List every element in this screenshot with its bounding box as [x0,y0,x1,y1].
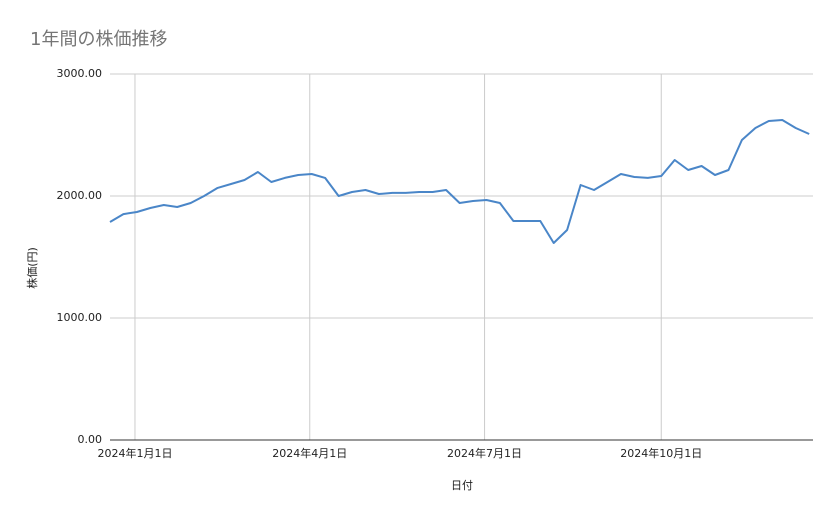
y-tick-label: 0.00 [78,433,103,446]
y-tick-label: 1000.00 [57,311,103,324]
chart-title: 1年間の株価推移 [30,29,167,50]
x-tick-label: 2024年10月1日 [620,446,702,460]
x-axis-title: 日付 [451,479,473,492]
y-tick-label: 2000.00 [57,189,103,202]
y-tick-label: 3000.00 [57,67,103,80]
x-tick-label: 2024年1月1日 [97,446,172,460]
data-line [109,119,810,244]
x-tick-label: 2024年7月1日 [447,446,522,460]
y-axis-title: 株価(円) [25,247,39,289]
x-tick-label: 2024年4月1日 [272,446,347,460]
